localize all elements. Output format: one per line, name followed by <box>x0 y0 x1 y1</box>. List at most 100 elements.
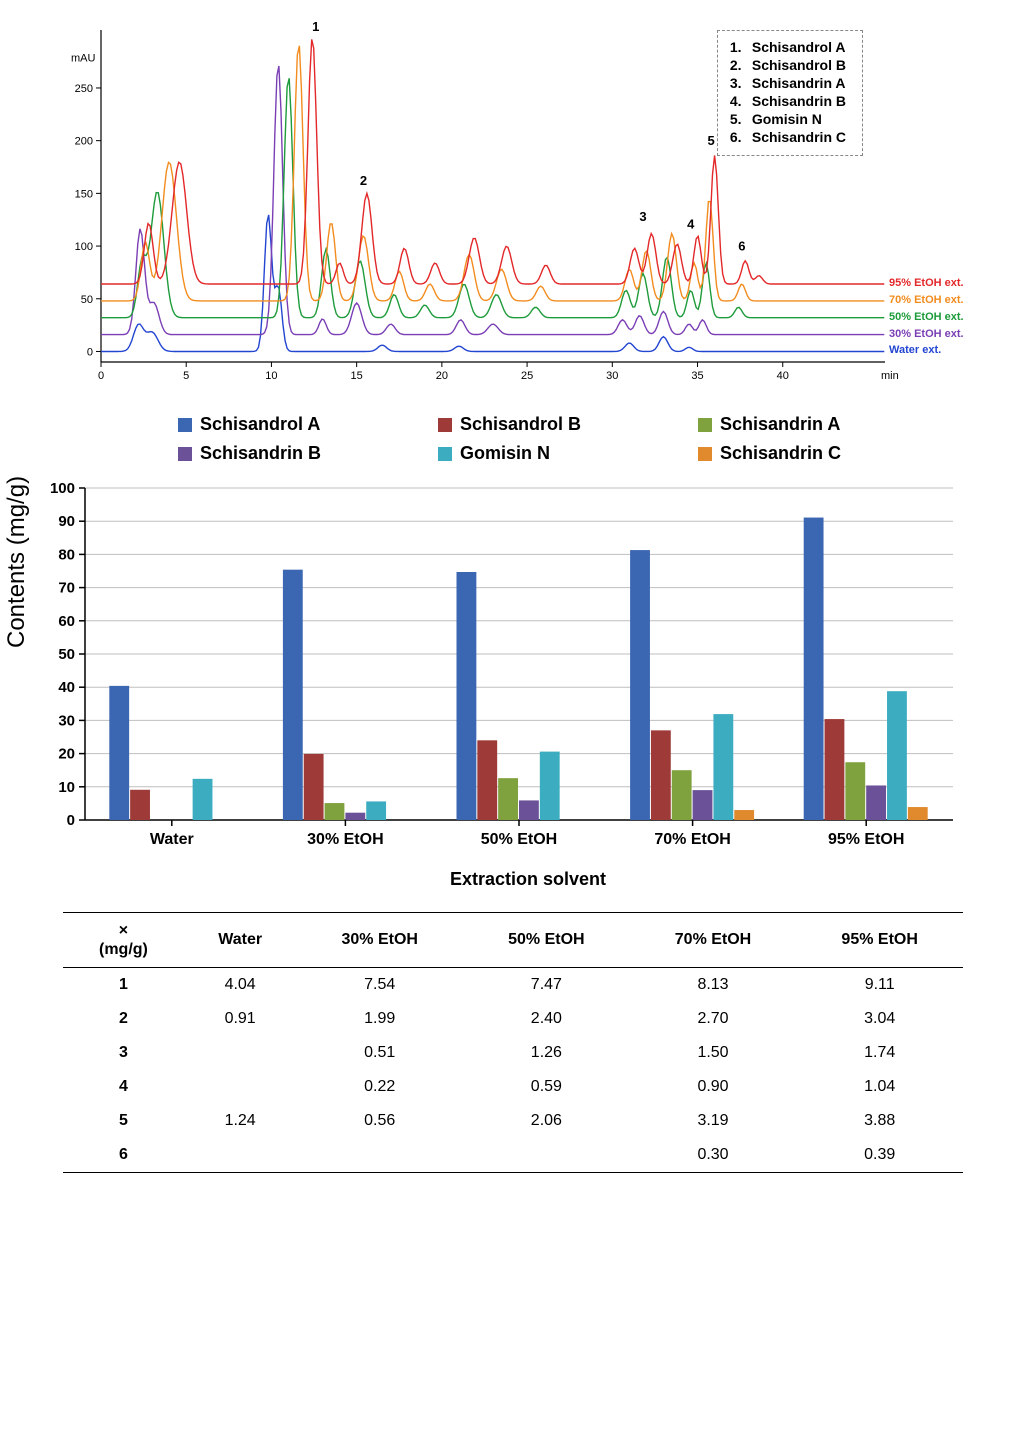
chromatogram-legend-item: 1.Schisandrol A <box>730 39 846 55</box>
bar-legend-item: Schisandrin A <box>698 414 898 435</box>
legend-label: Schisandrol B <box>460 414 581 435</box>
table-cell <box>184 1138 297 1173</box>
legend-label: Schisandrin A <box>720 414 840 435</box>
table-cell: 0.91 <box>184 1002 297 1036</box>
table-cell: 2.40 <box>463 1002 630 1036</box>
svg-text:10: 10 <box>265 370 277 382</box>
legend-label: Schisandrol A <box>200 414 320 435</box>
table-cell: 3.19 <box>630 1104 797 1138</box>
table-cell: 3.04 <box>796 1002 963 1036</box>
legend-label: Schisandrin C <box>720 443 841 464</box>
table-cell: 0.51 <box>296 1036 463 1070</box>
legend-swatch <box>178 418 192 432</box>
bar-legend-item: Schisandrol B <box>438 414 638 435</box>
table-row: 3 0.511.261.501.74 <box>63 1036 963 1070</box>
chromatogram-legend-item: 6.Schisandrin C <box>730 129 846 145</box>
table-cell: 0.30 <box>630 1138 797 1173</box>
legend-label: Schisandrin B <box>200 443 321 464</box>
table-body: 14.047.547.478.139.1120.911.992.402.703.… <box>63 968 963 1173</box>
svg-text:200: 200 <box>75 136 93 148</box>
svg-text:35: 35 <box>691 370 703 382</box>
svg-text:50: 50 <box>81 294 93 306</box>
svg-text:5: 5 <box>708 133 715 148</box>
data-table: ×(mg/g)Water30% EtOH50% EtOH70% EtOH95% … <box>63 912 963 1173</box>
table-cell: 1.24 <box>184 1104 297 1138</box>
chromatogram-chart: 0501001502002500510152025303540mAUmin123… <box>53 20 973 390</box>
chromatogram-legend-item: 5.Gomisin N <box>730 111 846 127</box>
table-cell: 1.04 <box>796 1070 963 1104</box>
svg-text:50: 50 <box>58 646 75 663</box>
chromatogram-legend: 1.Schisandrol A2.Schisandrol B3.Schisand… <box>717 30 863 156</box>
bar-chart: Schisandrol A Schisandrol B Schisandrin A S… <box>23 408 973 888</box>
table-column-header: 70% EtOH <box>630 913 797 968</box>
svg-text:50% EtOH: 50% EtOH <box>481 831 557 848</box>
legend-swatch <box>438 418 452 432</box>
svg-text:40: 40 <box>777 370 789 382</box>
svg-text:20: 20 <box>436 370 448 382</box>
table-cell: 1.74 <box>796 1036 963 1070</box>
bar-legend-item: Schisandrol A <box>178 414 378 435</box>
svg-text:2: 2 <box>360 173 367 188</box>
table-cell <box>463 1138 630 1173</box>
table-row-label: 1 <box>63 968 184 1003</box>
table-cell: 0.90 <box>630 1070 797 1104</box>
table-corner-header: ×(mg/g) <box>63 913 184 968</box>
svg-text:1: 1 <box>312 20 319 34</box>
table-row-label: 3 <box>63 1036 184 1070</box>
legend-swatch <box>438 447 452 461</box>
svg-text:min: min <box>881 370 899 382</box>
table-row: 14.047.547.478.139.11 <box>63 968 963 1003</box>
svg-text:25: 25 <box>521 370 533 382</box>
svg-text:0: 0 <box>87 346 93 358</box>
svg-text:100: 100 <box>75 241 93 253</box>
bar-legend: Schisandrol A Schisandrol B Schisandrin A S… <box>23 408 973 480</box>
svg-text:100: 100 <box>50 480 75 497</box>
table-row: 40.220.590.901.04 <box>63 1070 963 1104</box>
chromatogram-legend-item: 4.Schisandrin B <box>730 93 846 109</box>
chromatogram-series-label: 30% EtOH ext. <box>889 328 964 340</box>
svg-text:70% EtOH: 70% EtOH <box>654 831 730 848</box>
chromatogram-series-label: 50% EtOH ext. <box>889 311 964 323</box>
legend-swatch <box>178 447 192 461</box>
svg-text:60: 60 <box>58 613 75 630</box>
svg-text:0: 0 <box>67 812 75 829</box>
bar-y-axis-title: Contents (mg/g) <box>3 476 31 648</box>
bar-svg: 0102030405060708090100Water30% EtOH50% E… <box>23 480 973 860</box>
table-cell <box>296 1138 463 1173</box>
table-cell: 8.13 <box>630 968 797 1003</box>
table-cell: 0.56 <box>296 1104 463 1138</box>
svg-text:20: 20 <box>58 746 75 763</box>
chromatogram-series-label: 70% EtOH ext. <box>889 294 964 306</box>
svg-text:70: 70 <box>58 580 75 597</box>
table-cell: 0.39 <box>796 1138 963 1173</box>
table-row-label: 6 <box>63 1138 184 1173</box>
svg-text:15: 15 <box>351 370 363 382</box>
table-row-label: 2 <box>63 1002 184 1036</box>
chromatogram-series-label: 95% EtOH ext. <box>889 277 964 289</box>
svg-text:0: 0 <box>98 370 104 382</box>
table-cell <box>184 1036 297 1070</box>
bar-legend-item: Schisandrin C <box>698 443 898 464</box>
bar-x-axis-title: Extraction solvent <box>23 869 973 890</box>
table-row-label: 5 <box>63 1104 184 1138</box>
table-column-header: 95% EtOH <box>796 913 963 968</box>
svg-text:250: 250 <box>75 83 93 95</box>
table-cell: 2.70 <box>630 1002 797 1036</box>
table-cell: 0.59 <box>463 1070 630 1104</box>
legend-swatch <box>698 418 712 432</box>
table-column-header: Water <box>184 913 297 968</box>
svg-text:95% EtOH: 95% EtOH <box>828 831 904 848</box>
table-cell: 1.26 <box>463 1036 630 1070</box>
svg-text:90: 90 <box>58 513 75 530</box>
svg-text:30% EtOH: 30% EtOH <box>307 831 383 848</box>
table-cell: 3.88 <box>796 1104 963 1138</box>
table-cell: 7.54 <box>296 968 463 1003</box>
table-cell <box>184 1070 297 1104</box>
table-cell: 1.50 <box>630 1036 797 1070</box>
svg-text:150: 150 <box>75 188 93 200</box>
svg-text:3: 3 <box>639 209 646 224</box>
chromatogram-series-label: Water ext. <box>889 344 941 356</box>
svg-text:4: 4 <box>687 216 695 231</box>
table-cell: 0.22 <box>296 1070 463 1104</box>
chromatogram-legend-item: 3.Schisandrin A <box>730 75 846 91</box>
